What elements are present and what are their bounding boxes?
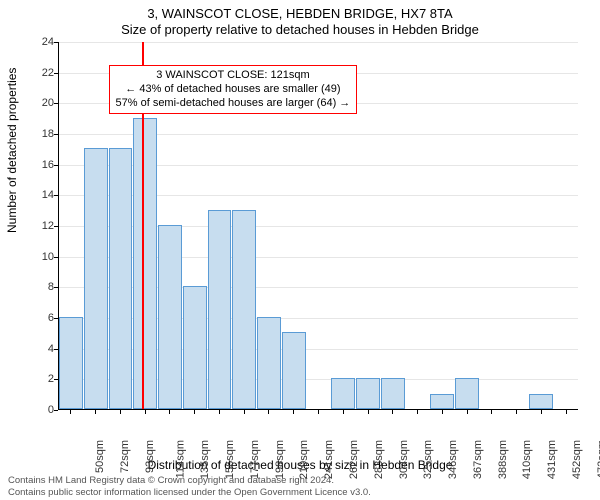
x-tick-label: 431sqm <box>546 440 558 479</box>
annotation-line: ← 43% of detached houses are smaller (49… <box>116 83 351 97</box>
bar <box>455 378 479 409</box>
y-tick-label: 16 <box>24 159 54 171</box>
y-tick-mark <box>54 165 58 166</box>
x-tick-label: 388sqm <box>497 440 509 479</box>
y-tick-label: 12 <box>24 220 54 232</box>
bar <box>59 317 83 409</box>
y-tick-mark <box>54 195 58 196</box>
y-tick-label: 4 <box>24 343 54 355</box>
gridline <box>59 42 578 43</box>
y-tick-mark <box>54 410 58 411</box>
x-tick-mark <box>194 410 195 414</box>
x-tick-label: 114sqm <box>174 440 186 478</box>
x-tick-mark <box>368 410 369 414</box>
x-tick-label: 156sqm <box>224 440 236 479</box>
x-tick-mark <box>541 410 542 414</box>
chart-title-line2: Size of property relative to detached ho… <box>0 22 600 37</box>
x-tick-mark <box>442 410 443 414</box>
x-tick-label: 50sqm <box>94 440 106 473</box>
x-tick-mark <box>566 410 567 414</box>
y-tick-mark <box>54 379 58 380</box>
x-tick-mark <box>318 410 319 414</box>
x-tick-label: 410sqm <box>521 440 533 479</box>
x-tick-label: 367sqm <box>472 440 484 479</box>
x-tick-mark <box>293 410 294 414</box>
x-tick-mark <box>467 410 468 414</box>
y-tick-mark <box>54 257 58 258</box>
y-tick-label: 6 <box>24 312 54 324</box>
x-tick-mark <box>120 410 121 414</box>
y-tick-mark <box>54 73 58 74</box>
footer-line-2: Contains public sector information licen… <box>8 487 371 498</box>
y-tick-label: 14 <box>24 189 54 201</box>
bar <box>430 394 454 409</box>
x-tick-label: 283sqm <box>373 440 385 479</box>
x-tick-label: 304sqm <box>398 440 410 479</box>
footer-attribution: Contains HM Land Registry data © Crown c… <box>8 475 371 498</box>
y-tick-label: 20 <box>24 97 54 109</box>
annotation-line: 3 WAINSCOT CLOSE: 121sqm <box>116 69 351 83</box>
bar <box>208 210 232 409</box>
y-tick-label: 0 <box>24 404 54 416</box>
bar <box>232 210 256 409</box>
x-tick-label: 219sqm <box>299 440 311 479</box>
x-tick-label: 346sqm <box>447 440 459 479</box>
y-tick-mark <box>54 103 58 104</box>
footer-line-1: Contains HM Land Registry data © Crown c… <box>8 475 371 486</box>
y-tick-mark <box>54 349 58 350</box>
x-tick-mark <box>244 410 245 414</box>
y-tick-mark <box>54 134 58 135</box>
x-tick-label: 241sqm <box>323 440 335 479</box>
y-tick-label: 2 <box>24 373 54 385</box>
x-tick-label: 135sqm <box>200 440 212 479</box>
x-tick-mark <box>219 410 220 414</box>
bar <box>529 394 553 409</box>
x-tick-mark <box>491 410 492 414</box>
y-tick-label: 10 <box>24 251 54 263</box>
y-tick-label: 8 <box>24 281 54 293</box>
x-tick-label: 473sqm <box>596 440 600 479</box>
bar <box>257 317 281 409</box>
plot-area: 3 WAINSCOT CLOSE: 121sqm← 43% of detache… <box>58 42 578 410</box>
annotation-line: 57% of semi-detached houses are larger (… <box>116 97 351 111</box>
x-tick-label: 325sqm <box>422 440 434 479</box>
bar <box>183 286 207 409</box>
bar <box>158 225 182 409</box>
bar <box>109 148 133 409</box>
x-tick-mark <box>417 410 418 414</box>
x-tick-mark <box>169 410 170 414</box>
y-tick-label: 18 <box>24 128 54 140</box>
y-tick-label: 24 <box>24 36 54 48</box>
x-tick-mark <box>392 410 393 414</box>
x-tick-mark <box>268 410 269 414</box>
y-tick-label: 22 <box>24 67 54 79</box>
x-tick-mark <box>343 410 344 414</box>
y-tick-mark <box>54 318 58 319</box>
bar <box>133 118 157 409</box>
annotation-box: 3 WAINSCOT CLOSE: 121sqm← 43% of detache… <box>109 65 358 114</box>
x-tick-label: 452sqm <box>571 440 583 479</box>
x-tick-label: 72sqm <box>119 440 131 473</box>
x-tick-label: 262sqm <box>348 440 360 479</box>
y-axis-label: Number of detached properties <box>5 68 19 233</box>
bar <box>381 378 405 409</box>
x-tick-mark <box>145 410 146 414</box>
y-tick-mark <box>54 226 58 227</box>
chart-container: 3, WAINSCOT CLOSE, HEBDEN BRIDGE, HX7 8T… <box>0 0 600 500</box>
chart-title-line1: 3, WAINSCOT CLOSE, HEBDEN BRIDGE, HX7 8T… <box>0 6 600 21</box>
bar <box>331 378 355 409</box>
y-tick-mark <box>54 42 58 43</box>
bar <box>356 378 380 409</box>
x-tick-label: 93sqm <box>144 440 156 473</box>
y-tick-mark <box>54 287 58 288</box>
x-tick-label: 177sqm <box>249 440 261 479</box>
bar <box>84 148 108 409</box>
x-tick-mark <box>95 410 96 414</box>
x-tick-mark <box>70 410 71 414</box>
bar <box>282 332 306 409</box>
x-tick-label: 198sqm <box>274 440 286 479</box>
x-tick-mark <box>516 410 517 414</box>
